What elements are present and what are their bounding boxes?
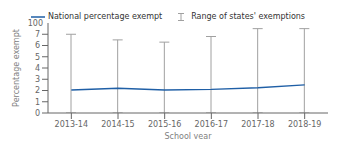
svg-text:6: 6 bbox=[35, 41, 40, 50]
svg-text:3: 3 bbox=[35, 75, 40, 84]
svg-text:7: 7 bbox=[35, 30, 40, 39]
svg-text:2018-19: 2018-19 bbox=[288, 120, 321, 129]
svg-text:2013-14: 2013-14 bbox=[55, 120, 88, 129]
svg-text:2017-18: 2017-18 bbox=[241, 120, 274, 129]
svg-text:5: 5 bbox=[35, 53, 40, 62]
svg-text:2: 2 bbox=[35, 86, 40, 95]
svg-text:2014-15: 2014-15 bbox=[101, 120, 134, 129]
svg-text:0: 0 bbox=[35, 109, 40, 118]
svg-text:1: 1 bbox=[35, 98, 40, 107]
svg-text:School year: School year bbox=[165, 132, 213, 139]
svg-text:Percentage exempt: Percentage exempt bbox=[12, 29, 21, 107]
svg-text:100: 100 bbox=[28, 19, 43, 28]
html-text:Range of states' exemptions: Range of states' exemptions bbox=[191, 12, 305, 21]
svg-text:2015-16: 2015-16 bbox=[148, 120, 181, 129]
html-text:National percentage exempt: National percentage exempt bbox=[48, 12, 163, 21]
svg-text:2016-17: 2016-17 bbox=[195, 120, 228, 129]
svg-text:4: 4 bbox=[35, 64, 40, 73]
